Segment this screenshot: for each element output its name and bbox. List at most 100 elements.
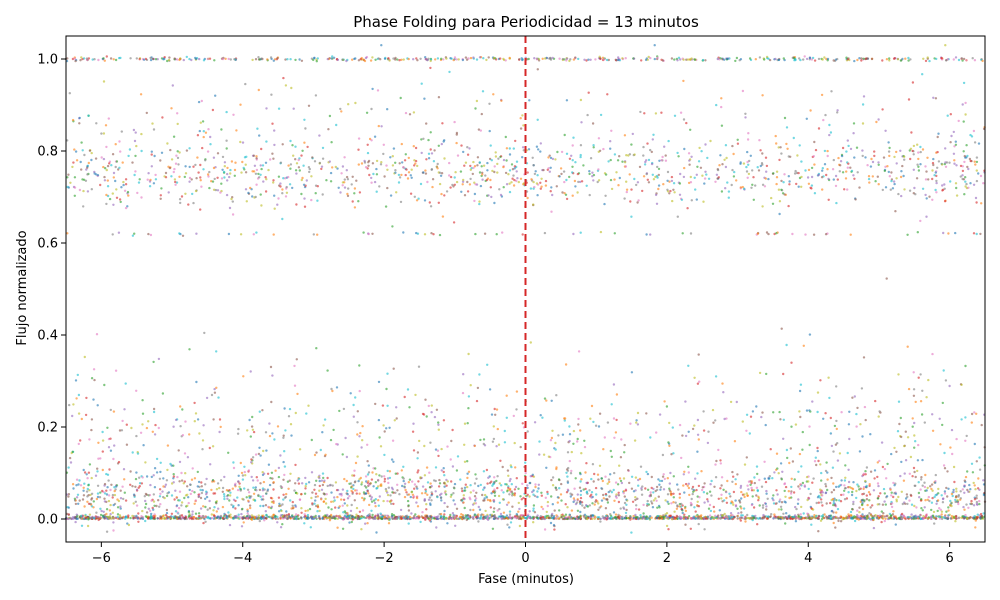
data-point: [602, 147, 605, 151]
data-point: [764, 502, 767, 505]
data-point: [356, 455, 359, 458]
data-point: [783, 489, 786, 493]
data-point: [501, 465, 504, 469]
data-point: [400, 469, 403, 472]
data-point: [923, 481, 926, 484]
data-point: [304, 487, 307, 490]
data-point: [459, 499, 463, 502]
data-point: [861, 507, 865, 511]
data-point: [677, 488, 680, 491]
data-point: [82, 489, 85, 492]
data-point: [179, 425, 182, 428]
data-point: [755, 486, 759, 489]
data-point: [668, 192, 671, 195]
data-point: [955, 487, 958, 490]
data-point: [852, 502, 855, 506]
data-point: [177, 516, 180, 519]
data-point: [732, 490, 736, 494]
data-point: [232, 517, 235, 520]
data-point: [969, 488, 972, 491]
data-point: [912, 388, 916, 391]
data-point: [551, 484, 555, 487]
data-point: [161, 392, 165, 395]
data-point: [423, 498, 426, 501]
data-point: [925, 396, 928, 399]
data-point: [429, 441, 432, 444]
data-point: [858, 488, 861, 491]
data-point: [416, 487, 419, 490]
data-point: [201, 448, 204, 451]
data-point: [534, 483, 537, 486]
data-point: [140, 482, 144, 485]
data-point: [437, 454, 440, 458]
data-point: [166, 444, 170, 447]
data-point: [125, 423, 128, 426]
data-point: [351, 491, 354, 494]
data-point: [282, 498, 285, 501]
data-point: [881, 465, 885, 469]
data-point: [68, 456, 72, 460]
data-point: [895, 517, 898, 521]
data-point: [213, 492, 217, 495]
data-point: [294, 504, 297, 507]
data-point: [964, 475, 968, 479]
data-point: [330, 508, 333, 511]
data-point: [432, 479, 436, 482]
data-point: [919, 150, 922, 154]
data-point: [645, 515, 648, 518]
data-point: [358, 492, 361, 495]
data-point: [965, 503, 968, 506]
data-point: [907, 515, 910, 519]
data-point: [159, 516, 162, 519]
data-point: [686, 207, 689, 210]
data-point: [440, 515, 443, 518]
data-point: [462, 373, 465, 376]
data-point: [71, 414, 74, 418]
data-point: [306, 513, 310, 517]
data-point: [909, 455, 913, 459]
data-point: [493, 514, 496, 517]
data-point: [362, 515, 365, 519]
data-point: [499, 515, 502, 518]
data-point: [413, 515, 416, 518]
data-point: [94, 157, 98, 160]
data-point: [561, 517, 565, 521]
data-point: [565, 471, 568, 474]
data-point: [654, 497, 657, 500]
data-point: [493, 407, 496, 411]
data-point: [617, 515, 620, 518]
data-point: [931, 489, 934, 492]
data-point: [239, 461, 242, 465]
data-point: [389, 156, 392, 159]
data-point: [807, 487, 810, 491]
data-point: [425, 508, 428, 511]
data-point: [790, 485, 793, 489]
data-point: [398, 493, 401, 496]
data-point: [968, 483, 971, 487]
data-point: [480, 165, 483, 168]
data-point: [903, 444, 906, 448]
data-point: [539, 414, 542, 417]
data-point: [415, 485, 418, 488]
data-point: [327, 506, 330, 509]
data-point: [342, 498, 346, 501]
data-point: [329, 483, 332, 487]
data-point: [106, 179, 110, 182]
data-point: [473, 495, 477, 498]
data-point: [556, 496, 560, 499]
data-point: [293, 384, 297, 387]
data-point: [790, 477, 793, 480]
data-point: [782, 512, 785, 515]
data-point: [106, 426, 109, 429]
data-point: [466, 422, 469, 425]
data-point: [72, 161, 75, 164]
data-point: [356, 410, 359, 413]
data-point: [178, 175, 181, 178]
data-point: [693, 376, 696, 379]
data-point: [283, 407, 286, 410]
data-point: [602, 448, 605, 451]
data-point: [238, 485, 241, 488]
data-point: [811, 400, 814, 403]
data-point: [667, 139, 670, 143]
data-point: [75, 478, 79, 481]
